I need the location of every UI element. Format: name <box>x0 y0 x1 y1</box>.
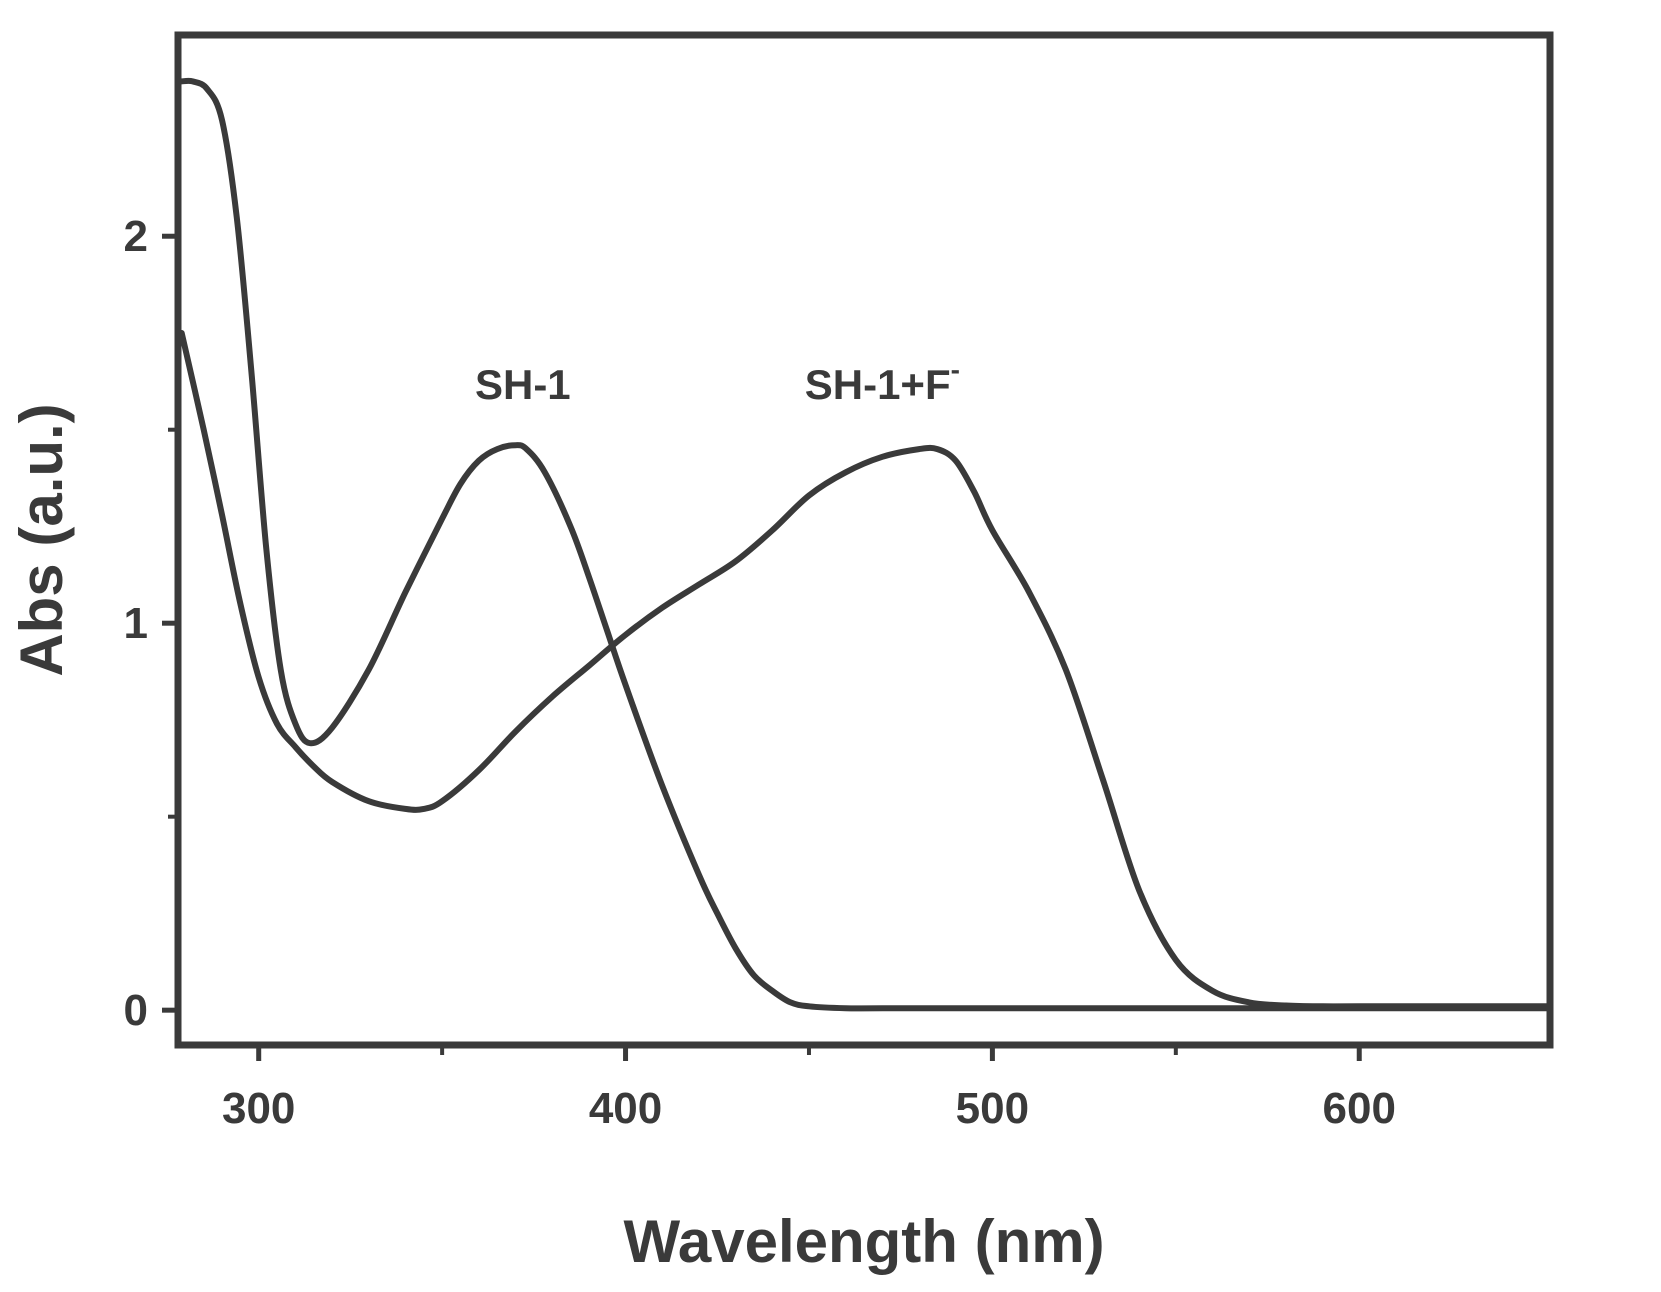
y-tick-label-0: 0 <box>124 986 148 1035</box>
series-label-sh-1-f: SH-1+F- <box>805 354 960 408</box>
x-axis-label: Wavelength (nm) <box>623 1208 1104 1275</box>
series-line-sh-1 <box>182 81 1550 1009</box>
series-line-sh-1-f <box>182 333 1550 1006</box>
y-axis-label: Abs (a.u.) <box>8 403 75 676</box>
annotations-layer: SH-1 SH-1+F- <box>475 354 960 408</box>
y-tick-label-1: 1 <box>124 599 148 648</box>
x-tick-label-300: 300 <box>222 1084 295 1133</box>
ticks-layer: 300 400 500 600 0 1 2 <box>124 212 1396 1133</box>
plot-frame <box>178 35 1550 1045</box>
y-tick-label-2: 2 <box>124 212 148 261</box>
x-tick-label-500: 500 <box>956 1084 1029 1133</box>
series-layer <box>182 81 1550 1009</box>
x-tick-label-400: 400 <box>589 1084 662 1133</box>
x-tick-label-600: 600 <box>1323 1084 1396 1133</box>
chart: 300 400 500 600 0 1 2 SH-1 SH-1+F- Wavelength (… <box>0 0 1661 1292</box>
series-label-sh-1: SH-1 <box>475 361 571 408</box>
absorbance-chart-svg: 300 400 500 600 0 1 2 SH-1 SH-1+F- Wavelength (… <box>0 0 1661 1292</box>
